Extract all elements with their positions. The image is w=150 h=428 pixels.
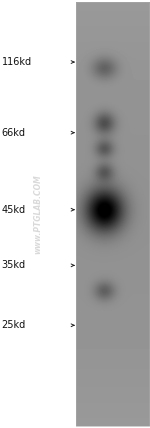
Text: 25kd: 25kd	[2, 320, 26, 330]
Text: 45kd: 45kd	[2, 205, 26, 215]
Text: 35kd: 35kd	[2, 260, 26, 270]
Text: 116kd: 116kd	[2, 57, 32, 67]
Bar	[0, 0, 76, 428]
Bar	[76, 2, 149, 426]
Text: 66kd: 66kd	[2, 128, 26, 138]
Text: www.PTGLAB.COM: www.PTGLAB.COM	[33, 174, 42, 254]
